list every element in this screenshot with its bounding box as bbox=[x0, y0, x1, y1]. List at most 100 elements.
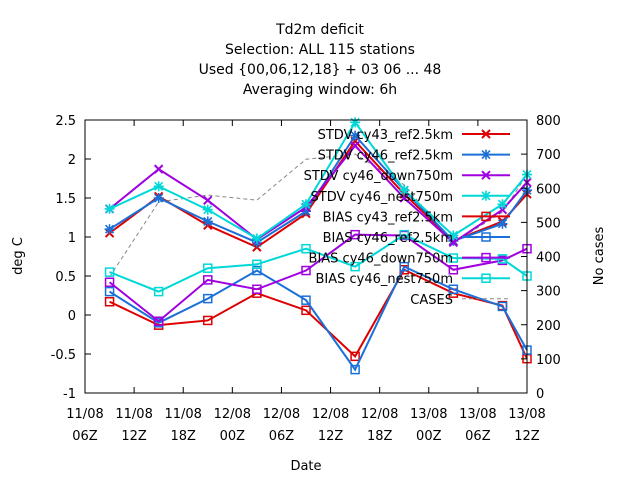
y2-tick-label: 300 bbox=[536, 285, 561, 300]
data-point bbox=[350, 229, 360, 240]
title-line-4: Averaging window: 6h bbox=[243, 82, 397, 98]
data-point bbox=[252, 265, 262, 276]
series-6 bbox=[104, 261, 532, 375]
legend-entry-2: STDV cy46_ref2.5km bbox=[318, 149, 510, 164]
data-point bbox=[448, 237, 459, 248]
data-point bbox=[497, 254, 508, 264]
plot-border bbox=[84, 119, 528, 394]
data-point bbox=[399, 229, 409, 240]
x-tick-hour: 06Z bbox=[72, 429, 98, 444]
legend-entry-7: BIAS cy46_down750m bbox=[309, 252, 510, 267]
data-point bbox=[104, 267, 115, 277]
data-point bbox=[203, 315, 213, 326]
y-axis-label: deg C bbox=[11, 237, 26, 275]
data-point bbox=[301, 206, 311, 217]
legend-marker bbox=[481, 273, 491, 283]
y2-tick-label: 600 bbox=[536, 182, 561, 197]
data-point bbox=[153, 286, 164, 297]
data-point bbox=[399, 261, 409, 272]
x-tick-date: 13/08 bbox=[410, 407, 447, 422]
legend-marker bbox=[481, 170, 491, 180]
data-point bbox=[203, 275, 213, 285]
legend-label: BIAS cy46_down750m bbox=[309, 252, 453, 267]
data-point bbox=[350, 351, 360, 362]
data-point bbox=[399, 193, 409, 203]
chart-title: Td2m deficit Selection: ALL 115 stations… bbox=[199, 22, 442, 98]
data-point bbox=[448, 230, 459, 241]
legend-entry-6: BIAS cy46_ref2.5km bbox=[323, 231, 510, 246]
data-point bbox=[153, 164, 164, 174]
legend-marker bbox=[481, 190, 491, 201]
y-tick-label: 0 bbox=[68, 309, 76, 324]
y-tick-label: 2.5 bbox=[55, 114, 76, 129]
legend-label: STDV cy46_down750m bbox=[304, 169, 453, 184]
series-line bbox=[109, 265, 528, 372]
x-tick-date: 12/08 bbox=[312, 407, 349, 422]
x-tick-hour: 12Z bbox=[318, 429, 344, 444]
data-point bbox=[252, 259, 262, 270]
x-tick-date: 13/08 bbox=[508, 407, 545, 422]
x-tick-hour: 12Z bbox=[121, 429, 147, 444]
data-point bbox=[399, 185, 410, 196]
legend-marker bbox=[481, 232, 491, 242]
x-tick-date: 12/08 bbox=[263, 407, 300, 422]
x-axis-label: Date bbox=[290, 459, 321, 474]
data-point bbox=[350, 141, 360, 151]
data-point bbox=[203, 263, 213, 273]
data-point bbox=[153, 193, 164, 203]
y2-tick-label: 800 bbox=[536, 114, 561, 129]
data-point bbox=[350, 261, 360, 272]
y2-tick-label: 100 bbox=[536, 353, 561, 368]
data-point bbox=[448, 265, 459, 275]
data-point bbox=[203, 195, 213, 206]
data-point bbox=[202, 204, 213, 215]
data-point bbox=[104, 224, 115, 235]
legend-entry-4: STDV cy46_nest750m bbox=[311, 190, 510, 205]
y2-tick-label: 200 bbox=[536, 319, 561, 334]
y-tick-label: -0.5 bbox=[51, 348, 76, 363]
legend-label: CASES bbox=[410, 293, 453, 308]
legend-entry-9: CASES bbox=[410, 293, 510, 308]
data-point bbox=[301, 305, 311, 316]
legend-label: BIAS cy43_ref2.5km bbox=[323, 210, 453, 225]
legend-entry-8: BIAS cy46_nest750m bbox=[316, 272, 510, 287]
data-point bbox=[448, 284, 459, 295]
legend-label: STDV cy43_ref2.5km bbox=[318, 128, 453, 143]
legend-entry-5: BIAS cy43_ref2.5km bbox=[323, 210, 510, 225]
y2-axis-label: No cases bbox=[592, 227, 607, 286]
data-point bbox=[104, 296, 115, 307]
legend-marker bbox=[481, 211, 491, 222]
series-line bbox=[108, 144, 528, 244]
data-point bbox=[104, 277, 115, 287]
x-tick-date: 11/08 bbox=[66, 407, 103, 422]
data-point bbox=[301, 265, 311, 276]
data-point bbox=[104, 286, 115, 297]
y-tick-label: 1.5 bbox=[55, 192, 76, 207]
series-line bbox=[108, 233, 528, 323]
data-point bbox=[104, 203, 115, 214]
data-point bbox=[350, 117, 361, 128]
legend-label: BIAS cy46_ref2.5km bbox=[323, 231, 453, 246]
legend-entry-3: STDV cy46_down750m bbox=[304, 169, 510, 184]
x-tick-hour: 18Z bbox=[170, 429, 196, 444]
legend-entry-1: STDV cy43_ref2.5km bbox=[318, 128, 510, 143]
x-tick-hour: 00Z bbox=[220, 429, 246, 444]
x-tick-hour: 06Z bbox=[269, 429, 295, 444]
x-tick-date: 11/08 bbox=[115, 407, 152, 422]
title-line-2: Selection: ALL 115 stations bbox=[225, 42, 415, 58]
data-point bbox=[203, 293, 213, 304]
y-tick-label: 2 bbox=[68, 153, 76, 168]
y-tick-label: 1 bbox=[68, 231, 76, 246]
title-line-1: Td2m deficit bbox=[275, 22, 364, 38]
data-point bbox=[448, 235, 459, 246]
plot-frame bbox=[84, 119, 528, 394]
legend-label: BIAS cy46_nest750m bbox=[316, 272, 454, 287]
data-point bbox=[301, 295, 311, 305]
series-2 bbox=[104, 130, 532, 248]
data-point bbox=[153, 181, 164, 192]
legend-marker bbox=[481, 252, 491, 263]
x-tick-date: 11/08 bbox=[164, 407, 201, 422]
data-point bbox=[448, 253, 459, 263]
data-point bbox=[350, 364, 360, 375]
